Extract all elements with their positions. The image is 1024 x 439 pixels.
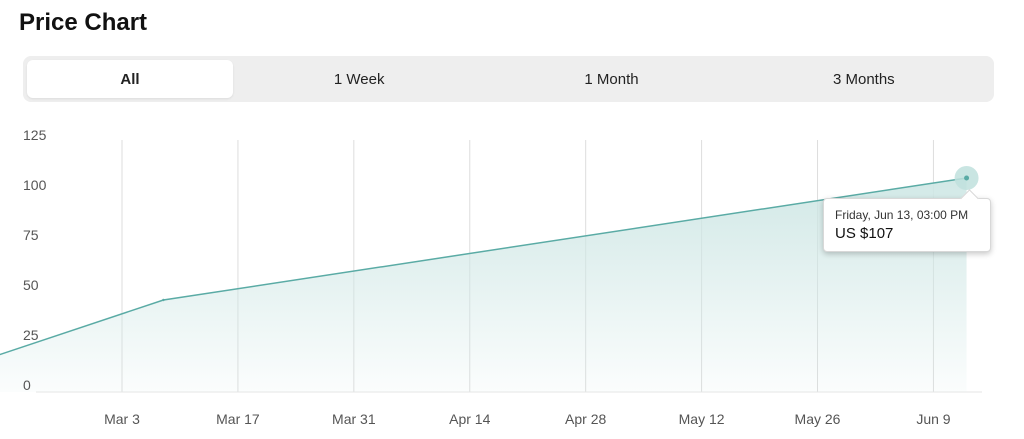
y-tick-label: 25 [23, 327, 39, 343]
y-tick-label: 100 [23, 177, 47, 193]
y-tick-label: 75 [23, 227, 39, 243]
y-tick-label: 0 [23, 377, 31, 393]
tooltip-date: Friday, Jun 13, 03:00 PM [835, 208, 969, 222]
tab-3-months[interactable]: 3 Months [832, 70, 895, 88]
x-tick-label: Mar 17 [216, 411, 260, 427]
y-tick-label: 50 [23, 277, 39, 293]
x-tick-label: May 26 [795, 411, 841, 427]
x-tick-label: Apr 14 [449, 411, 490, 427]
price-tooltip: Friday, Jun 13, 03:00 PM US $107 [823, 198, 991, 252]
x-tick-label: Jun 9 [916, 411, 950, 427]
y-tick-label: 125 [23, 127, 47, 143]
x-tick-label: Apr 28 [565, 411, 606, 427]
price-area [0, 178, 967, 392]
x-tick-label: Mar 3 [104, 411, 140, 427]
data-point [162, 298, 165, 302]
x-tick-label: Mar 31 [332, 411, 376, 427]
highlight-point [964, 175, 970, 181]
price-chart[interactable]: Mar 3 Mar 17 Mar 31 Apr 14 Apr 28 May 12 May 2… [0, 110, 1024, 439]
tab-1-month[interactable]: 1 Month [584, 70, 639, 88]
time-range-tabs: All 1 Week 1 Month 3 Months [23, 56, 994, 102]
x-tick-label: May 12 [679, 411, 725, 427]
page-title: Price Chart [19, 9, 148, 36]
tab-1-week[interactable]: 1 Week [333, 70, 385, 88]
tab-all[interactable]: All [27, 60, 233, 98]
tooltip-price: US $107 [835, 225, 894, 242]
